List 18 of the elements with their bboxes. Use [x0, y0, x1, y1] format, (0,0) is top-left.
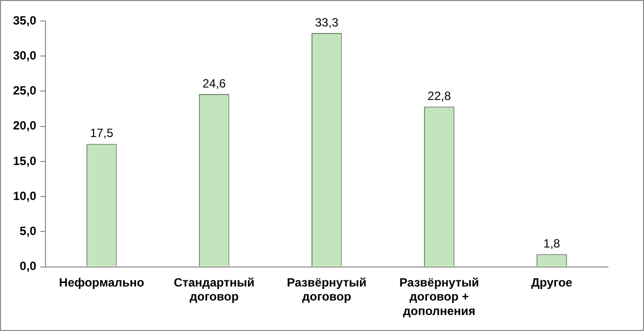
x-tick-label: Другое: [531, 275, 573, 290]
y-tick-label: 35,0: [12, 13, 37, 28]
data-label: 24,6: [202, 76, 226, 90]
y-tick-label: 10,0: [12, 188, 37, 203]
data-label: 33,3: [315, 15, 339, 30]
data-label: 22,8: [428, 88, 452, 103]
y-tick-label: 15,0: [12, 154, 37, 168]
x-tick-label: Стандартный договор: [174, 275, 254, 304]
x-tick-label: Развёрнутый договор: [286, 275, 366, 304]
y-tick-label: 25,0: [12, 84, 37, 98]
y-tick-label: 20,0: [12, 118, 37, 133]
data-label: 17,5: [90, 126, 114, 140]
x-tick-label: Неформально: [59, 275, 144, 290]
y-tick-label: 30,0: [12, 48, 37, 62]
y-tick-label: 0,0: [20, 259, 37, 274]
x-tick-label: Развёрнутый договор + дополнения: [399, 275, 480, 318]
y-tick-label: 5,0: [20, 224, 37, 238]
data-label: 1,8: [543, 236, 560, 250]
